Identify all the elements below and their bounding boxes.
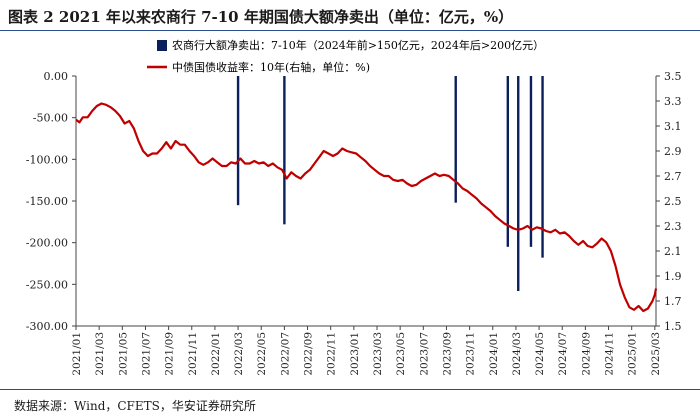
right-tick-label: 2.1	[664, 245, 682, 258]
bar	[529, 76, 533, 247]
right-tick-label: 2.5	[664, 195, 682, 208]
bar	[517, 76, 520, 291]
x-tick-label: 2022/05	[256, 332, 268, 376]
left-tick-label: -250.00	[26, 278, 68, 291]
yield-line	[75, 102, 658, 313]
chart: 农商行大额净卖出：7-10年（2024年前>150亿元，2024年后>200亿元…	[26, 38, 682, 376]
right-tick-label: 2.9	[664, 145, 682, 158]
bar	[506, 76, 510, 247]
x-tick-label: 2024/01	[488, 332, 500, 376]
right-tick-label: 3.5	[664, 70, 682, 83]
right-tick-label: 2.3	[664, 220, 682, 233]
right-tick-label: 1.9	[664, 270, 682, 283]
legend-line-label: 中债国债收益率：10年(右轴，单位：%)	[172, 60, 370, 74]
bar	[236, 76, 240, 206]
x-tick-label: 2021/01	[71, 332, 83, 376]
x-tick-label: 2021/11	[187, 332, 199, 376]
x-tick-label: 2022/09	[303, 332, 315, 376]
x-tick-label: 2022/03	[233, 332, 245, 376]
left-tick-label: 0.00	[44, 70, 69, 83]
left-tick-label: -100.00	[26, 153, 68, 166]
bar	[541, 76, 544, 258]
x-tick-label: 2024/07	[557, 332, 569, 376]
chart-title: 图表 2 2021 年以来农商行 7-10 年期国债大额净卖出（单位：亿元，%）	[8, 8, 514, 26]
left-tick-label: -300.00	[26, 320, 68, 333]
x-tick-label: 2022/11	[326, 332, 338, 376]
footer-divider	[0, 389, 700, 390]
left-tick-label: -200.00	[26, 237, 68, 250]
data-source: 数据来源：Wind，CFETS，华安证券研究所	[14, 399, 256, 413]
bar	[283, 76, 286, 225]
x-tick-label: 2024/03	[511, 332, 523, 376]
right-tick-label: 1.5	[664, 320, 682, 333]
x-tick-label: 2022/07	[279, 332, 291, 376]
right-tick-label: 1.7	[664, 295, 682, 308]
right-tick-label: 3.1	[664, 120, 682, 133]
x-tick-label: 2024/11	[604, 332, 616, 376]
x-tick-label: 2021/05	[117, 332, 129, 376]
x-tick-label: 2021/03	[94, 332, 106, 376]
x-tick-label: 2023/01	[349, 332, 361, 376]
legend-bar-swatch	[157, 40, 167, 51]
legend-bar-label: 农商行大额净卖出：7-10年（2024年前>150亿元，2024年后>200亿元…	[172, 38, 544, 52]
x-tick-label: 2021/07	[140, 332, 152, 376]
x-tick-label: 2025/01	[627, 332, 639, 376]
x-tick-label: 2024/09	[580, 332, 592, 376]
x-tick-label: 2023/11	[465, 332, 477, 376]
x-tick-label: 2023/07	[418, 332, 430, 376]
x-tick-label: 2021/09	[164, 332, 176, 376]
left-tick-label: -50.00	[33, 112, 68, 125]
legend: 农商行大额净卖出：7-10年（2024年前>150亿元，2024年后>200亿元…	[147, 38, 544, 74]
x-tick-label: 2023/03	[372, 332, 384, 376]
x-tick-label: 2024/05	[534, 332, 546, 376]
right-tick-label: 2.7	[664, 170, 682, 183]
right-tick-label: 3.3	[664, 95, 682, 108]
title-divider	[0, 30, 700, 31]
x-tick-label: 2023/09	[441, 332, 453, 376]
x-tick-label: 2025/03	[650, 332, 662, 376]
x-tick-label: 2023/05	[395, 332, 407, 376]
bar	[454, 76, 457, 203]
x-tick-label: 2022/01	[210, 332, 222, 376]
left-tick-label: -150.00	[26, 195, 68, 208]
